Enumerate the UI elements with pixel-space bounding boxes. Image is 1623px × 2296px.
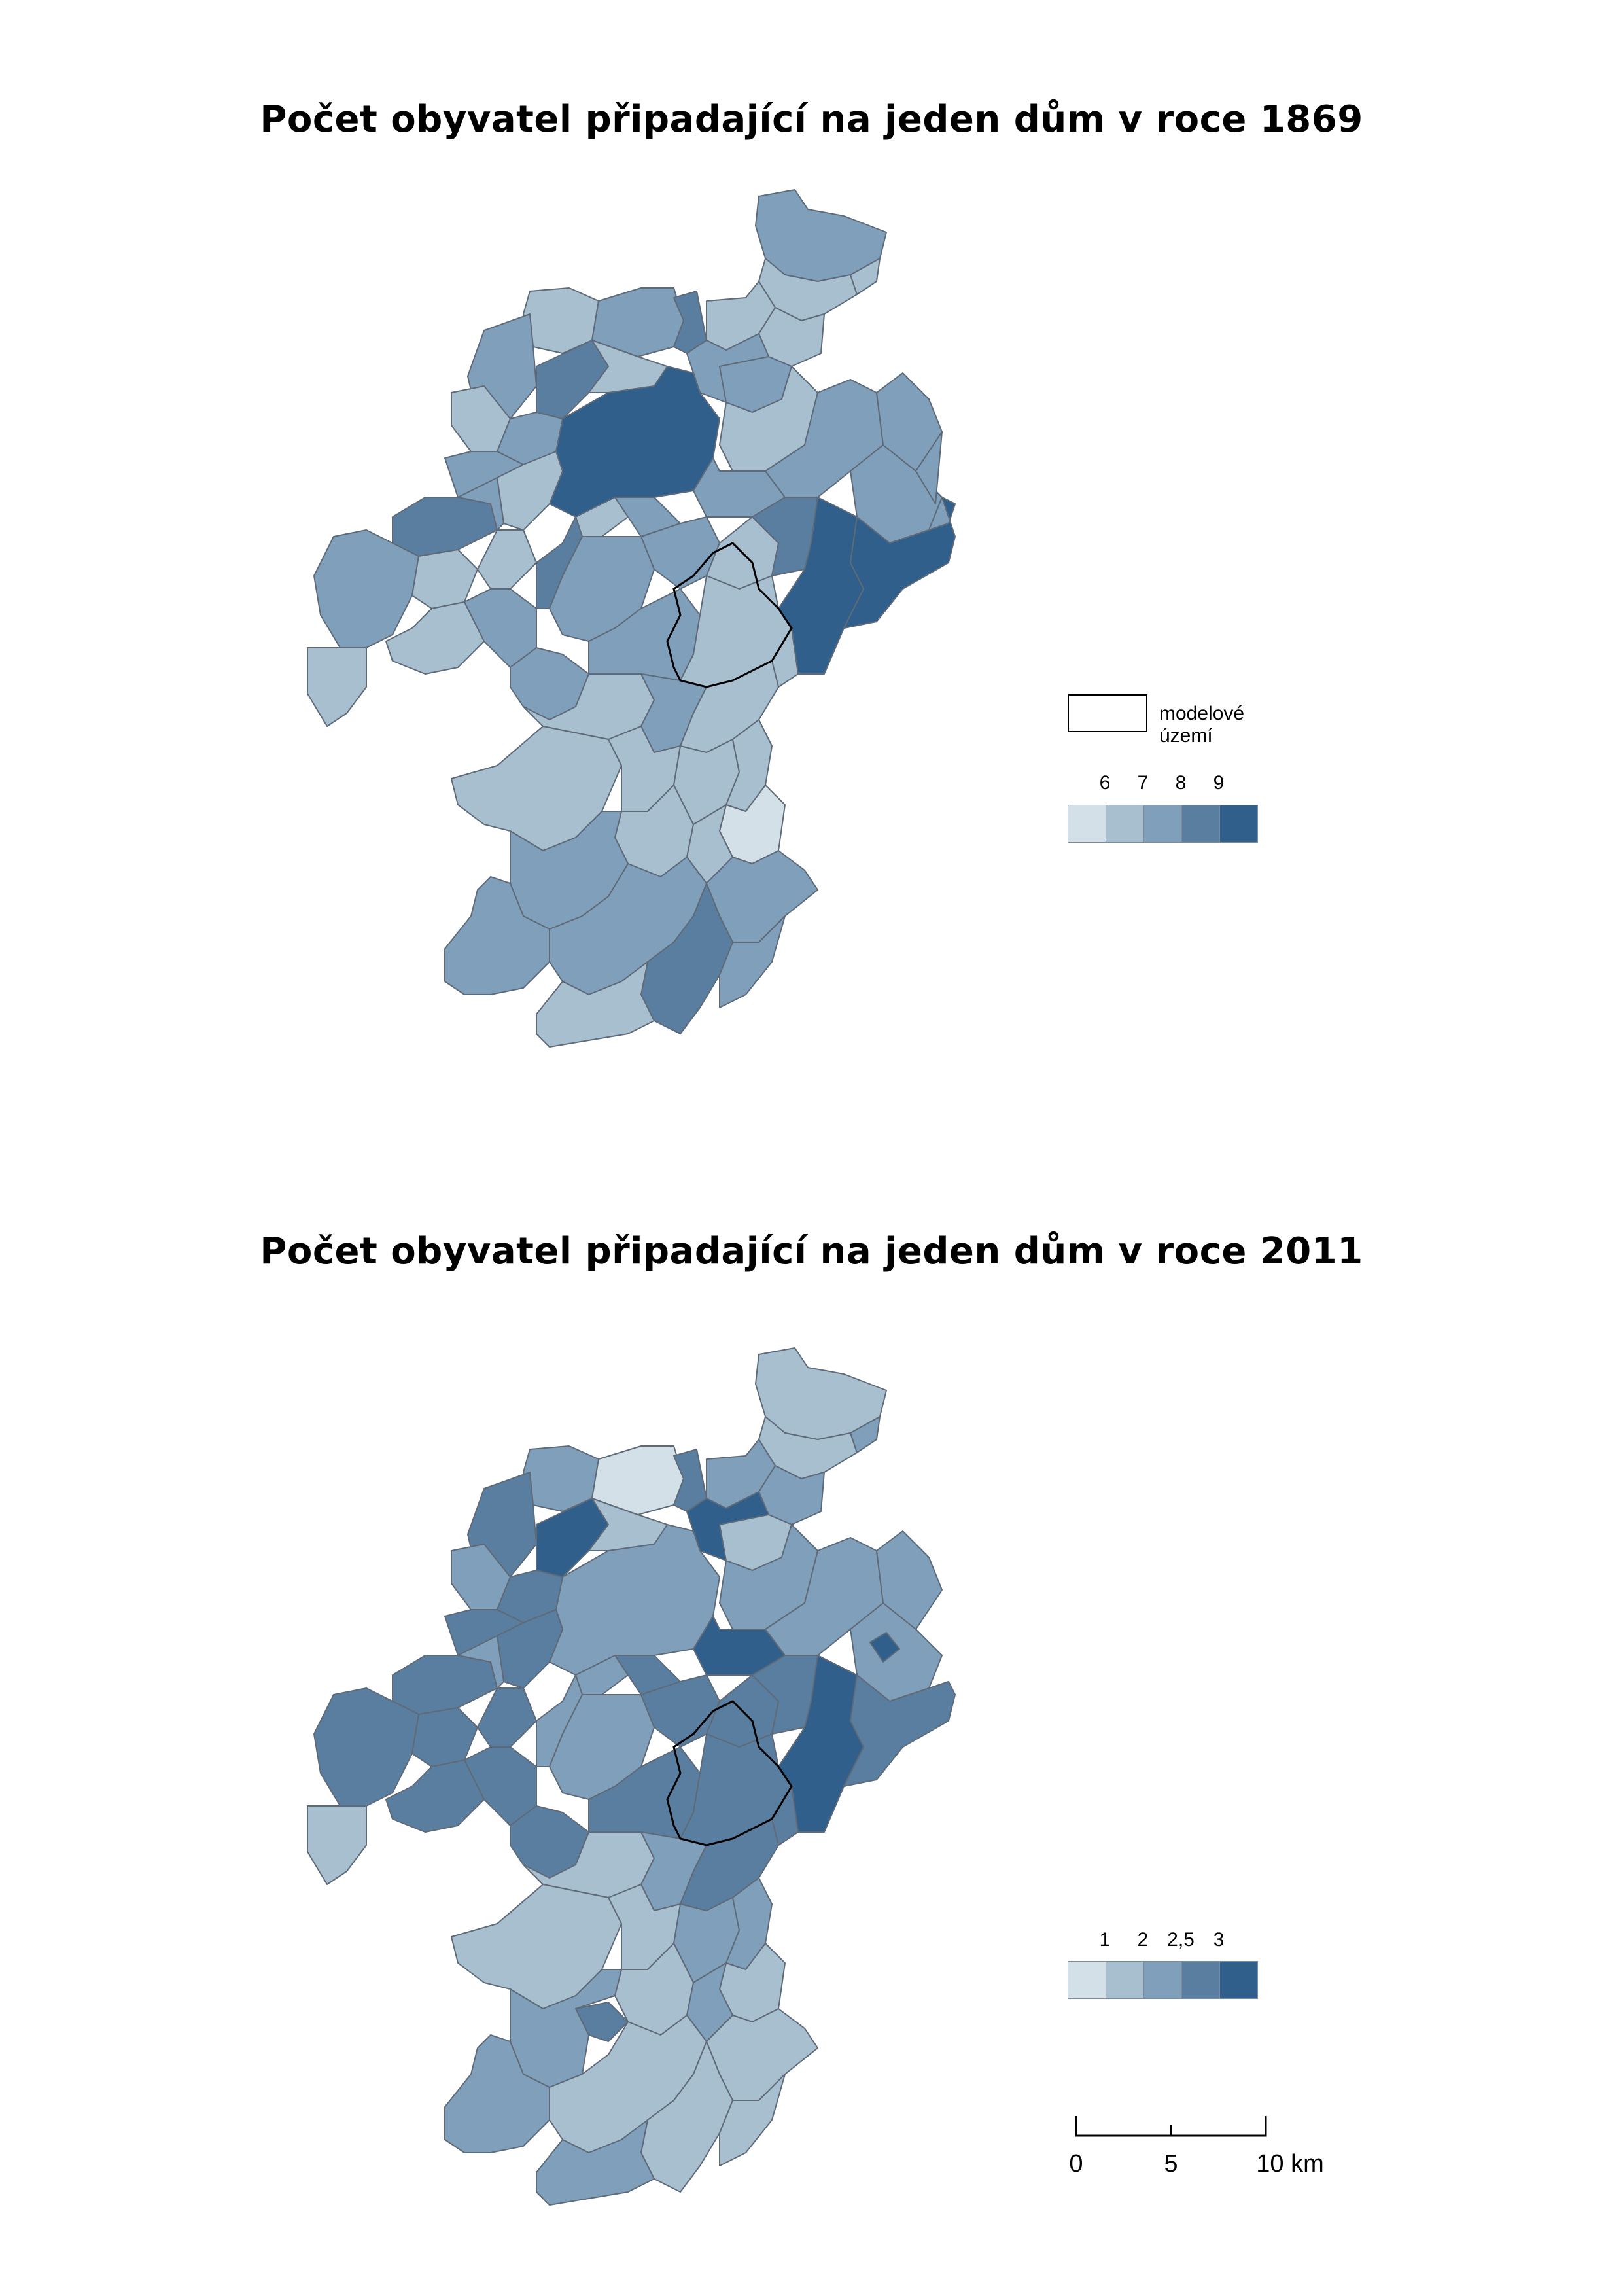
legend-break-label: 9 [1213, 772, 1225, 794]
scale-bar [1075, 2116, 1267, 2137]
legend-class-swatch [1220, 805, 1257, 842]
legend-class-swatch [1144, 1962, 1182, 1998]
municipality [850, 1416, 881, 1453]
legend-break-label: 8 [1175, 772, 1187, 794]
municipality [313, 529, 419, 648]
model-territory-outline-1869 [666, 542, 793, 688]
legend-class-swatch [1106, 1962, 1144, 1998]
legend-break-label: 2 [1137, 1929, 1149, 1951]
legend-break-label: 1 [1099, 1929, 1111, 1951]
municipality [719, 2074, 786, 2166]
municipality [843, 1674, 956, 1787]
scale-label-10km: 10 km [1256, 2150, 1324, 2178]
municipality [307, 647, 367, 727]
legend-class-swatch [1068, 805, 1106, 842]
map-title-2011: Počet obyvatel připadající na jeden dům … [260, 1230, 1363, 1273]
scale-label-5: 5 [1164, 2150, 1178, 2178]
legend-break-label: 6 [1099, 772, 1111, 794]
legend-class-swatch [1182, 1962, 1220, 1998]
municipality [497, 451, 563, 531]
municipality [457, 1635, 504, 1689]
legend-break-label: 2,5 [1167, 1929, 1195, 1951]
municipality [915, 431, 943, 504]
legend-class-swatch [1144, 805, 1182, 842]
municipality [464, 588, 537, 668]
municipality [719, 915, 786, 1008]
municipality [497, 1609, 563, 1689]
municipality [536, 2119, 655, 2206]
municipality [477, 1687, 537, 1748]
model-area-swatch [1068, 694, 1147, 732]
choropleth-map-1869 [307, 189, 956, 1048]
model-territory-outline-2011 [666, 1700, 793, 1846]
legend-class-swatch [1106, 805, 1144, 842]
legend-class-swatch [1220, 1962, 1257, 1998]
color-ramp-1869 [1068, 805, 1258, 843]
map-title-1869: Počet obyvatel připadající na jeden dům … [260, 98, 1363, 141]
municipality [464, 1746, 537, 1826]
municipality [392, 1655, 498, 1715]
model-area-label: modelové území [1159, 703, 1245, 747]
municipality [869, 1632, 900, 1663]
municipality [307, 1805, 367, 1885]
color-ramp-2011 [1068, 1961, 1258, 1999]
municipality [876, 1530, 943, 1630]
municipality [850, 258, 881, 295]
municipality [457, 477, 504, 531]
municipality [536, 961, 655, 1048]
municipality [843, 497, 956, 629]
legend-break-label: 3 [1213, 1929, 1225, 1951]
legend-class-swatch [1068, 1962, 1106, 1998]
scale-label-0: 0 [1069, 2150, 1083, 2178]
municipality [313, 1687, 419, 1807]
legend-break-label: 7 [1137, 772, 1149, 794]
legend-class-swatch [1182, 805, 1220, 842]
